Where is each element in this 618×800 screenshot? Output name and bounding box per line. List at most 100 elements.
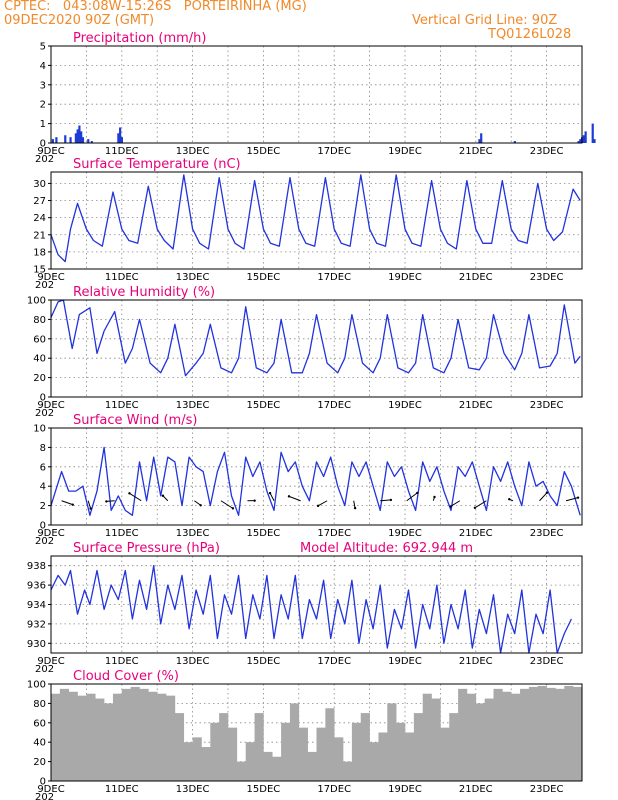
y-tick-label: 10 — [33, 424, 46, 435]
cloud-bar — [157, 693, 167, 781]
precip-bar — [87, 139, 90, 143]
wind-arrow — [473, 500, 487, 510]
cloud-bar — [228, 727, 238, 781]
y-tick-label: 0 — [40, 139, 46, 150]
panel-title: Relative Humidity (%) — [73, 285, 215, 300]
y-tick-label: 3 — [40, 80, 46, 91]
y-tick-label: 21 — [33, 230, 46, 241]
wind-arrow — [61, 500, 74, 506]
cloud-bar — [396, 722, 406, 781]
cloud-bar — [351, 722, 362, 781]
cloud-bar — [201, 747, 211, 781]
precip-bar — [90, 141, 93, 143]
cloud-bar — [440, 727, 450, 781]
cloud-bar — [537, 685, 547, 781]
x-year-label: 202 — [35, 154, 54, 165]
x-date-label: 11DEC — [105, 784, 139, 795]
precip-bar — [577, 141, 580, 143]
x-year-label: 202 — [35, 792, 54, 800]
x-year-label: 202 — [35, 664, 54, 675]
y-tick-label: 1 — [40, 119, 46, 130]
y-tick-label: 40 — [33, 738, 46, 749]
x-date-label: 11DEC — [105, 272, 139, 283]
wind-arrow — [247, 499, 256, 502]
wind-arrow — [161, 494, 169, 502]
cloud-bar — [86, 693, 96, 781]
header-run-date: 09DEC2020 90Z (GMT) — [4, 13, 155, 28]
panel-title: Surface Wind (m/s) — [73, 413, 197, 428]
cloud-bar — [573, 686, 583, 781]
x-date-label: 17DEC — [317, 272, 351, 283]
x-year-label: 202 — [35, 408, 54, 419]
panel-title: Surface Temperature (nC) — [73, 157, 241, 172]
y-tick-label: 4 — [40, 482, 46, 493]
cloud-bar — [334, 737, 344, 781]
precip-bar — [76, 129, 79, 143]
cloud-bar — [298, 727, 308, 781]
x-date-label: 21DEC — [459, 400, 493, 411]
x-date-label: 9DEC — [37, 784, 64, 795]
x-date-label: 21DEC — [459, 656, 493, 667]
x-date-label: 17DEC — [317, 528, 351, 539]
y-tick-label: 932 — [27, 619, 46, 630]
cloud-bar — [325, 708, 335, 781]
wind-arrow — [380, 498, 393, 502]
y-tick-label: 2 — [40, 501, 46, 512]
precip-bar — [117, 133, 120, 143]
y-tick-label: 15 — [33, 265, 46, 276]
cloud-bar — [245, 742, 255, 781]
wind-arrow — [449, 500, 461, 508]
cloud-bar — [148, 691, 158, 781]
model-altitude: Model Altitude: 692.944 m — [300, 541, 473, 556]
cloud-bar — [502, 691, 512, 781]
wind-arrow — [508, 498, 514, 502]
header-model-id: TQ0126L028 — [488, 27, 572, 42]
precip-bar — [593, 139, 596, 143]
precip-bar — [64, 135, 67, 143]
wind-arrow — [194, 500, 202, 507]
x-date-label: 23DEC — [530, 528, 564, 539]
y-tick-label: 60 — [33, 718, 46, 729]
x-date-label: 9DEC — [37, 400, 64, 411]
x-date-label: 23DEC — [530, 272, 564, 283]
x-date-label: 23DEC — [530, 400, 564, 411]
x-year-label: 202 — [35, 536, 54, 547]
series-line-1 — [50, 174, 581, 263]
y-tick-label: 5 — [40, 42, 46, 53]
panel-title: Surface Pressure (hPa) — [73, 541, 220, 556]
cloud-bar — [475, 703, 485, 781]
cloud-bar — [166, 695, 176, 781]
precip-bar — [74, 133, 77, 143]
cloud-bar — [555, 688, 565, 781]
x-date-label: 11DEC — [105, 400, 139, 411]
panel-frame — [50, 45, 583, 144]
precip-bar — [78, 125, 81, 143]
precip-bar — [480, 133, 483, 143]
y-tick-label: 938 — [27, 561, 46, 572]
y-tick-label: 100 — [27, 296, 46, 307]
cloud-bar — [272, 756, 282, 781]
x-date-label: 17DEC — [317, 656, 351, 667]
cloud-bar — [449, 713, 459, 781]
wind-arrow — [105, 500, 115, 503]
wind-arrow — [220, 500, 235, 510]
wind-arrow — [565, 496, 580, 502]
wind-arrow — [87, 500, 92, 510]
x-date-label: 23DEC — [530, 656, 564, 667]
x-date-label: 15DEC — [247, 400, 281, 411]
cloud-bar — [369, 742, 379, 781]
cloud-bar — [281, 722, 291, 781]
y-tick-label: 60 — [33, 334, 46, 345]
y-tick-label: 20 — [33, 373, 46, 384]
precip-bar — [119, 127, 122, 143]
panel-title: Cloud Cover (%) — [73, 669, 179, 684]
precip-bar — [120, 137, 123, 143]
y-tick-label: 24 — [33, 213, 46, 224]
x-date-label: 13DEC — [176, 400, 210, 411]
x-date-label: 23DEC — [530, 784, 564, 795]
panel-title: Precipitation (mm/h) — [73, 31, 206, 46]
y-tick-label: 0 — [40, 521, 46, 532]
x-date-label: 13DEC — [176, 272, 210, 283]
x-date-label: 21DEC — [459, 272, 493, 283]
